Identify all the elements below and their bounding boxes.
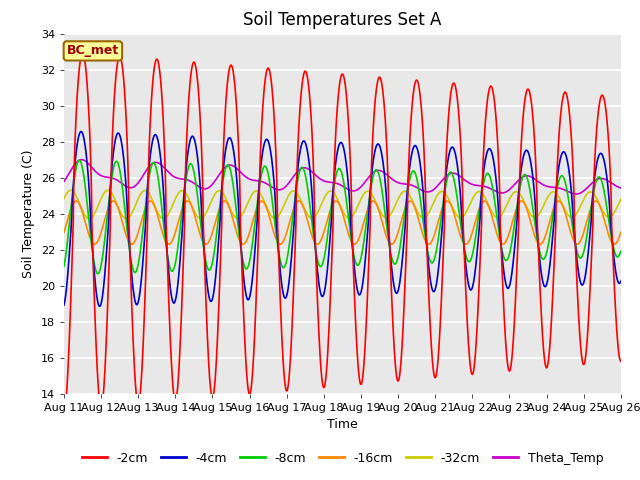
-32cm <box>617 196 625 202</box>
-4cm <box>216 221 223 227</box>
-4cm <box>77 129 85 134</box>
-4cm <box>60 302 68 308</box>
-16cm <box>397 220 404 226</box>
-32cm <box>60 196 68 202</box>
Legend: -2cm, -4cm, -8cm, -16cm, -32cm, Theta_Temp: -2cm, -4cm, -8cm, -16cm, -32cm, Theta_Te… <box>77 447 608 469</box>
-2cm <box>397 361 404 367</box>
-4cm <box>617 279 625 285</box>
-16cm <box>592 198 600 204</box>
Line: -2cm: -2cm <box>64 53 621 411</box>
-8cm <box>407 173 415 179</box>
Theta_Temp <box>397 180 404 186</box>
Line: Theta_Temp: Theta_Temp <box>64 160 621 194</box>
Theta_Temp <box>617 185 625 191</box>
Text: BC_met: BC_met <box>67 44 119 58</box>
-8cm <box>564 194 572 200</box>
Theta_Temp <box>564 189 572 194</box>
-8cm <box>617 249 625 254</box>
Line: -8cm: -8cm <box>64 160 621 274</box>
-4cm <box>397 271 404 276</box>
-4cm <box>617 278 625 284</box>
Theta_Temp <box>617 185 625 191</box>
Theta_Temp <box>78 157 86 163</box>
-32cm <box>180 188 188 194</box>
-4cm <box>564 163 572 168</box>
-4cm <box>180 202 188 207</box>
-16cm <box>406 198 414 204</box>
-2cm <box>216 281 223 287</box>
-2cm <box>79 50 86 56</box>
-16cm <box>60 229 68 235</box>
-16cm <box>611 241 618 247</box>
-32cm <box>407 194 415 200</box>
-8cm <box>397 238 404 244</box>
-16cm <box>617 229 625 235</box>
-8cm <box>180 195 188 201</box>
-32cm <box>67 187 75 193</box>
Theta_Temp <box>572 191 580 197</box>
-2cm <box>180 256 188 262</box>
Line: -16cm: -16cm <box>64 201 621 244</box>
-8cm <box>216 203 223 209</box>
-16cm <box>216 205 223 211</box>
-32cm <box>617 197 625 203</box>
-32cm <box>86 216 93 222</box>
Theta_Temp <box>406 182 414 188</box>
X-axis label: Time: Time <box>327 418 358 431</box>
-4cm <box>407 157 415 163</box>
Title: Soil Temperatures Set A: Soil Temperatures Set A <box>243 11 442 29</box>
-16cm <box>564 220 572 226</box>
Theta_Temp <box>60 179 68 184</box>
-2cm <box>617 358 625 364</box>
-32cm <box>397 191 404 197</box>
-8cm <box>94 271 102 276</box>
Line: -32cm: -32cm <box>64 190 621 219</box>
-8cm <box>60 264 68 269</box>
-2cm <box>406 124 414 130</box>
-16cm <box>179 203 187 209</box>
Line: -4cm: -4cm <box>64 132 621 306</box>
-16cm <box>617 230 625 236</box>
-32cm <box>564 212 572 218</box>
Theta_Temp <box>216 171 223 177</box>
-8cm <box>76 157 83 163</box>
-8cm <box>617 248 625 254</box>
Theta_Temp <box>180 176 188 182</box>
-2cm <box>60 408 68 414</box>
-4cm <box>96 303 104 309</box>
-2cm <box>617 359 625 364</box>
-32cm <box>216 188 223 193</box>
Y-axis label: Soil Temperature (C): Soil Temperature (C) <box>22 149 35 278</box>
-2cm <box>564 99 572 105</box>
